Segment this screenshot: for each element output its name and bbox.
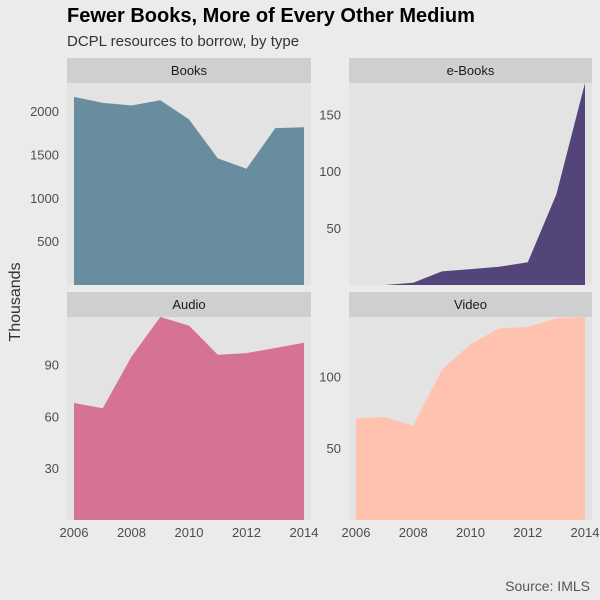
panel-books-strip-label: Books bbox=[171, 63, 208, 78]
point-audio-2011 bbox=[216, 353, 219, 356]
panel-audio-strip-label: Audio bbox=[172, 297, 205, 312]
point-books-2007 bbox=[101, 101, 104, 104]
panel-e-books-strip bbox=[349, 58, 592, 83]
point-e-books-2012 bbox=[526, 261, 529, 264]
point-video-2010 bbox=[469, 343, 472, 346]
point-video-2009 bbox=[440, 368, 443, 371]
x-tick-audio-2006: 2006 bbox=[60, 525, 89, 540]
x-tick-audio-2010: 2010 bbox=[175, 525, 204, 540]
y-tick-books-500: 500 bbox=[37, 234, 59, 249]
x-tick-audio-2014: 2014 bbox=[290, 525, 319, 540]
y-tick-video-100: 100 bbox=[319, 370, 341, 385]
panel-audio-strip bbox=[67, 292, 311, 317]
y-axis-label: Thousands bbox=[7, 262, 24, 341]
point-video-2006 bbox=[355, 417, 358, 420]
panel-e-books-strip-label: e-Books bbox=[447, 63, 495, 78]
x-tick-video-2014: 2014 bbox=[571, 525, 600, 540]
point-video-2012 bbox=[526, 326, 529, 329]
point-e-books-2014 bbox=[584, 82, 587, 85]
y-tick-audio-30: 30 bbox=[45, 461, 59, 476]
x-tick-audio-2008: 2008 bbox=[117, 525, 146, 540]
chart-caption: Source: IMLS bbox=[505, 578, 590, 594]
point-video-2008 bbox=[412, 424, 415, 427]
y-tick-audio-90: 90 bbox=[45, 358, 59, 373]
x-tick-audio-2012: 2012 bbox=[232, 525, 261, 540]
area-books bbox=[74, 96, 304, 286]
point-audio-2007 bbox=[101, 407, 104, 410]
point-books-2009 bbox=[159, 99, 162, 102]
area-video bbox=[356, 317, 585, 520]
point-audio-2008 bbox=[130, 355, 133, 358]
point-audio-2009 bbox=[159, 316, 162, 319]
y-tick-books-2000: 2000 bbox=[30, 104, 59, 119]
panel-video-strip bbox=[349, 292, 592, 317]
x-tick-video-2008: 2008 bbox=[399, 525, 428, 540]
point-audio-2012 bbox=[245, 352, 248, 355]
chart-subtitle: DCPL resources to borrow, by type bbox=[67, 33, 300, 50]
area-e-books bbox=[356, 83, 585, 285]
point-books-2011 bbox=[216, 157, 219, 160]
point-books-2014 bbox=[303, 126, 306, 129]
point-e-books-2008 bbox=[412, 281, 415, 284]
point-audio-2013 bbox=[274, 347, 277, 350]
point-books-2012 bbox=[245, 167, 248, 170]
x-tick-video-2010: 2010 bbox=[456, 525, 485, 540]
y-tick-e-books-50: 50 bbox=[327, 221, 341, 236]
point-books-2008 bbox=[130, 104, 133, 107]
chart-title: Fewer Books, More of Every Other Medium bbox=[67, 5, 475, 27]
point-books-2010 bbox=[188, 118, 191, 121]
point-audio-2006 bbox=[73, 402, 76, 405]
y-tick-books-1500: 1500 bbox=[30, 147, 59, 162]
y-tick-video-50: 50 bbox=[327, 441, 341, 456]
x-tick-video-2012: 2012 bbox=[513, 525, 542, 540]
point-e-books-2011 bbox=[498, 265, 501, 268]
point-video-2013 bbox=[555, 317, 558, 320]
point-e-books-2006 bbox=[355, 284, 358, 287]
point-audio-2010 bbox=[188, 324, 191, 327]
point-e-books-2013 bbox=[555, 193, 558, 196]
point-video-2007 bbox=[383, 416, 386, 419]
point-books-2013 bbox=[274, 127, 277, 130]
area-audio bbox=[74, 317, 304, 520]
point-audio-2014 bbox=[303, 341, 306, 344]
y-tick-e-books-100: 100 bbox=[319, 164, 341, 179]
panel-video-strip-label: Video bbox=[454, 297, 487, 312]
point-video-2014 bbox=[584, 316, 587, 319]
point-e-books-2010 bbox=[469, 268, 472, 271]
y-tick-books-1000: 1000 bbox=[30, 191, 59, 206]
point-books-2006 bbox=[73, 95, 76, 98]
y-tick-audio-60: 60 bbox=[45, 409, 59, 424]
point-e-books-2007 bbox=[383, 284, 386, 287]
x-tick-video-2006: 2006 bbox=[342, 525, 371, 540]
y-tick-e-books-150: 150 bbox=[319, 107, 341, 122]
panel-books-strip bbox=[67, 58, 311, 83]
point-e-books-2009 bbox=[440, 270, 443, 273]
point-video-2011 bbox=[498, 327, 501, 330]
